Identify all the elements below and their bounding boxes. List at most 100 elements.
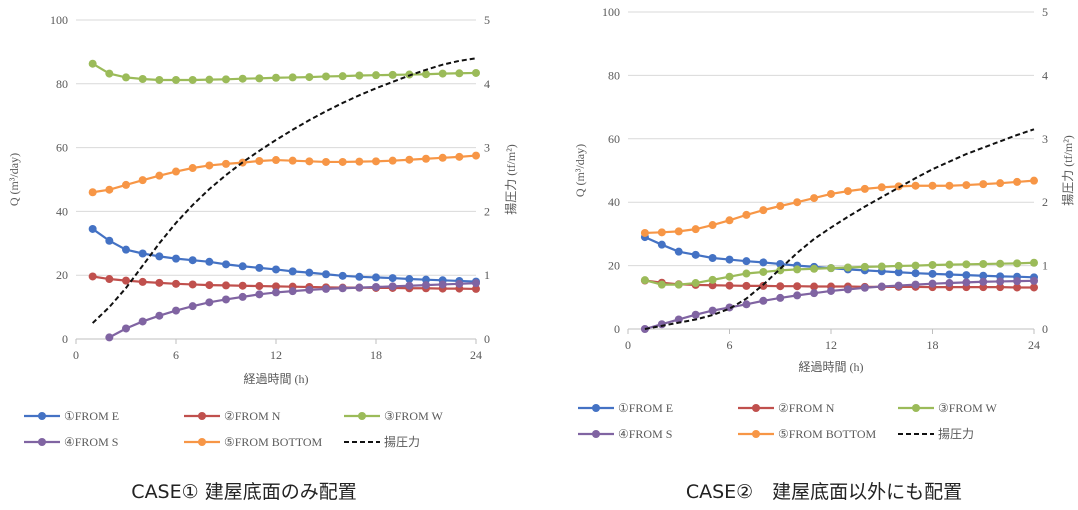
data-point-w	[657, 280, 666, 289]
y2-tick-label: 5	[484, 13, 490, 27]
data-point-s	[860, 283, 869, 292]
data-point-n	[205, 281, 214, 290]
y-tick-label: 60	[56, 141, 68, 155]
data-point-bottom	[810, 194, 819, 203]
legend-label: ②FROM N	[224, 409, 281, 423]
data-point-e	[979, 271, 988, 280]
data-point-n	[776, 282, 785, 291]
y2-tick-label: 4	[1042, 68, 1048, 82]
data-point-s	[945, 279, 954, 288]
data-point-s	[322, 284, 330, 293]
data-point-bottom	[894, 182, 903, 191]
pressure-line	[644, 128, 1035, 330]
chart-caption: CASE① 建屋底面のみ配置	[131, 481, 356, 503]
y-tick-label: 60	[608, 132, 620, 146]
legend-swatch-marker	[752, 430, 760, 438]
data-point-n	[725, 281, 734, 290]
data-point-s	[911, 280, 920, 289]
data-point-bottom	[205, 161, 214, 170]
legend-item-e: ①FROM E	[24, 409, 119, 423]
data-point-w	[1030, 258, 1038, 267]
data-point-bottom	[338, 157, 347, 166]
data-point-w	[996, 259, 1005, 268]
legend-swatch-marker	[38, 438, 46, 446]
data-point-s	[355, 283, 364, 292]
data-point-bottom	[691, 225, 700, 234]
data-point-bottom	[88, 188, 97, 197]
data-point-n	[472, 284, 480, 293]
data-point-bottom	[843, 187, 852, 196]
legend-item-n: ②FROM N	[184, 409, 281, 423]
y2-tick-label: 5	[1042, 5, 1048, 19]
data-point-s	[776, 293, 785, 302]
data-point-s	[928, 279, 937, 288]
data-point-e	[238, 262, 247, 271]
data-point-w	[827, 264, 835, 273]
data-point-w	[472, 68, 480, 77]
y-tick-label: 40	[608, 195, 620, 209]
x-tick-label: 6	[173, 348, 179, 362]
y2-tick-label: 1	[484, 268, 490, 282]
data-point-s	[979, 277, 988, 286]
data-point-n	[255, 282, 264, 291]
data-point-bottom	[272, 156, 280, 165]
legend-item-s: ④FROM S	[24, 435, 118, 449]
data-point-w	[911, 261, 920, 270]
data-point-s	[894, 281, 903, 290]
data-point-e	[945, 270, 954, 279]
legend-swatch-marker	[912, 404, 920, 412]
legend-label: ④FROM S	[64, 435, 118, 449]
x-tick-label: 18	[927, 338, 939, 352]
data-point-bottom	[255, 156, 264, 165]
data-point-s	[255, 290, 264, 299]
y2-tick-label: 4	[484, 77, 490, 91]
data-point-s	[725, 303, 734, 312]
data-point-s	[438, 280, 447, 289]
data-point-w	[810, 264, 819, 273]
data-point-s	[742, 300, 751, 309]
data-point-s	[338, 284, 347, 293]
data-point-e	[155, 252, 164, 261]
data-point-e	[742, 257, 751, 266]
data-point-s	[1030, 276, 1038, 285]
data-point-e	[88, 224, 97, 233]
data-point-e	[928, 269, 937, 278]
y-tick-label: 40	[56, 204, 68, 218]
y-tick-label: 80	[608, 68, 620, 82]
data-point-e	[338, 271, 347, 280]
legend-label: ③FROM W	[384, 409, 444, 423]
data-point-bottom	[962, 181, 971, 190]
data-point-bottom	[122, 180, 130, 189]
data-point-s	[827, 286, 835, 295]
legend-label: 揚圧力	[938, 427, 974, 441]
data-point-w	[860, 262, 869, 271]
data-point-s	[222, 295, 230, 304]
data-point-bottom	[674, 227, 683, 236]
data-point-w	[455, 69, 464, 78]
data-point-e	[388, 274, 397, 283]
y2-tick-label: 1	[1042, 259, 1048, 273]
pressure-line	[91, 57, 477, 324]
data-point-e	[759, 258, 768, 267]
data-point-w	[138, 75, 147, 84]
y2-tick-label: 3	[1042, 132, 1048, 146]
data-point-w	[222, 75, 230, 84]
y2-axis-title: 揚圧力 (tf/m²)	[504, 144, 518, 215]
data-point-w	[877, 262, 886, 271]
data-point-bottom	[1030, 176, 1038, 185]
data-point-n	[138, 277, 147, 286]
data-point-e	[272, 265, 280, 274]
data-point-w	[962, 260, 971, 269]
legend-item-bottom: ⑤FROM BOTTOM	[738, 427, 877, 441]
legend-swatch-marker	[38, 412, 46, 420]
legend-item-e: ①FROM E	[578, 401, 673, 415]
data-point-s	[305, 285, 314, 294]
data-point-w	[928, 260, 937, 269]
data-point-e	[138, 249, 147, 258]
legend-label: ⑤FROM BOTTOM	[224, 435, 323, 449]
x-axis-title: 経過時間 (h)	[244, 372, 309, 386]
data-point-s	[238, 292, 247, 301]
data-point-w	[674, 280, 683, 289]
y2-tick-label: 0	[484, 332, 490, 346]
